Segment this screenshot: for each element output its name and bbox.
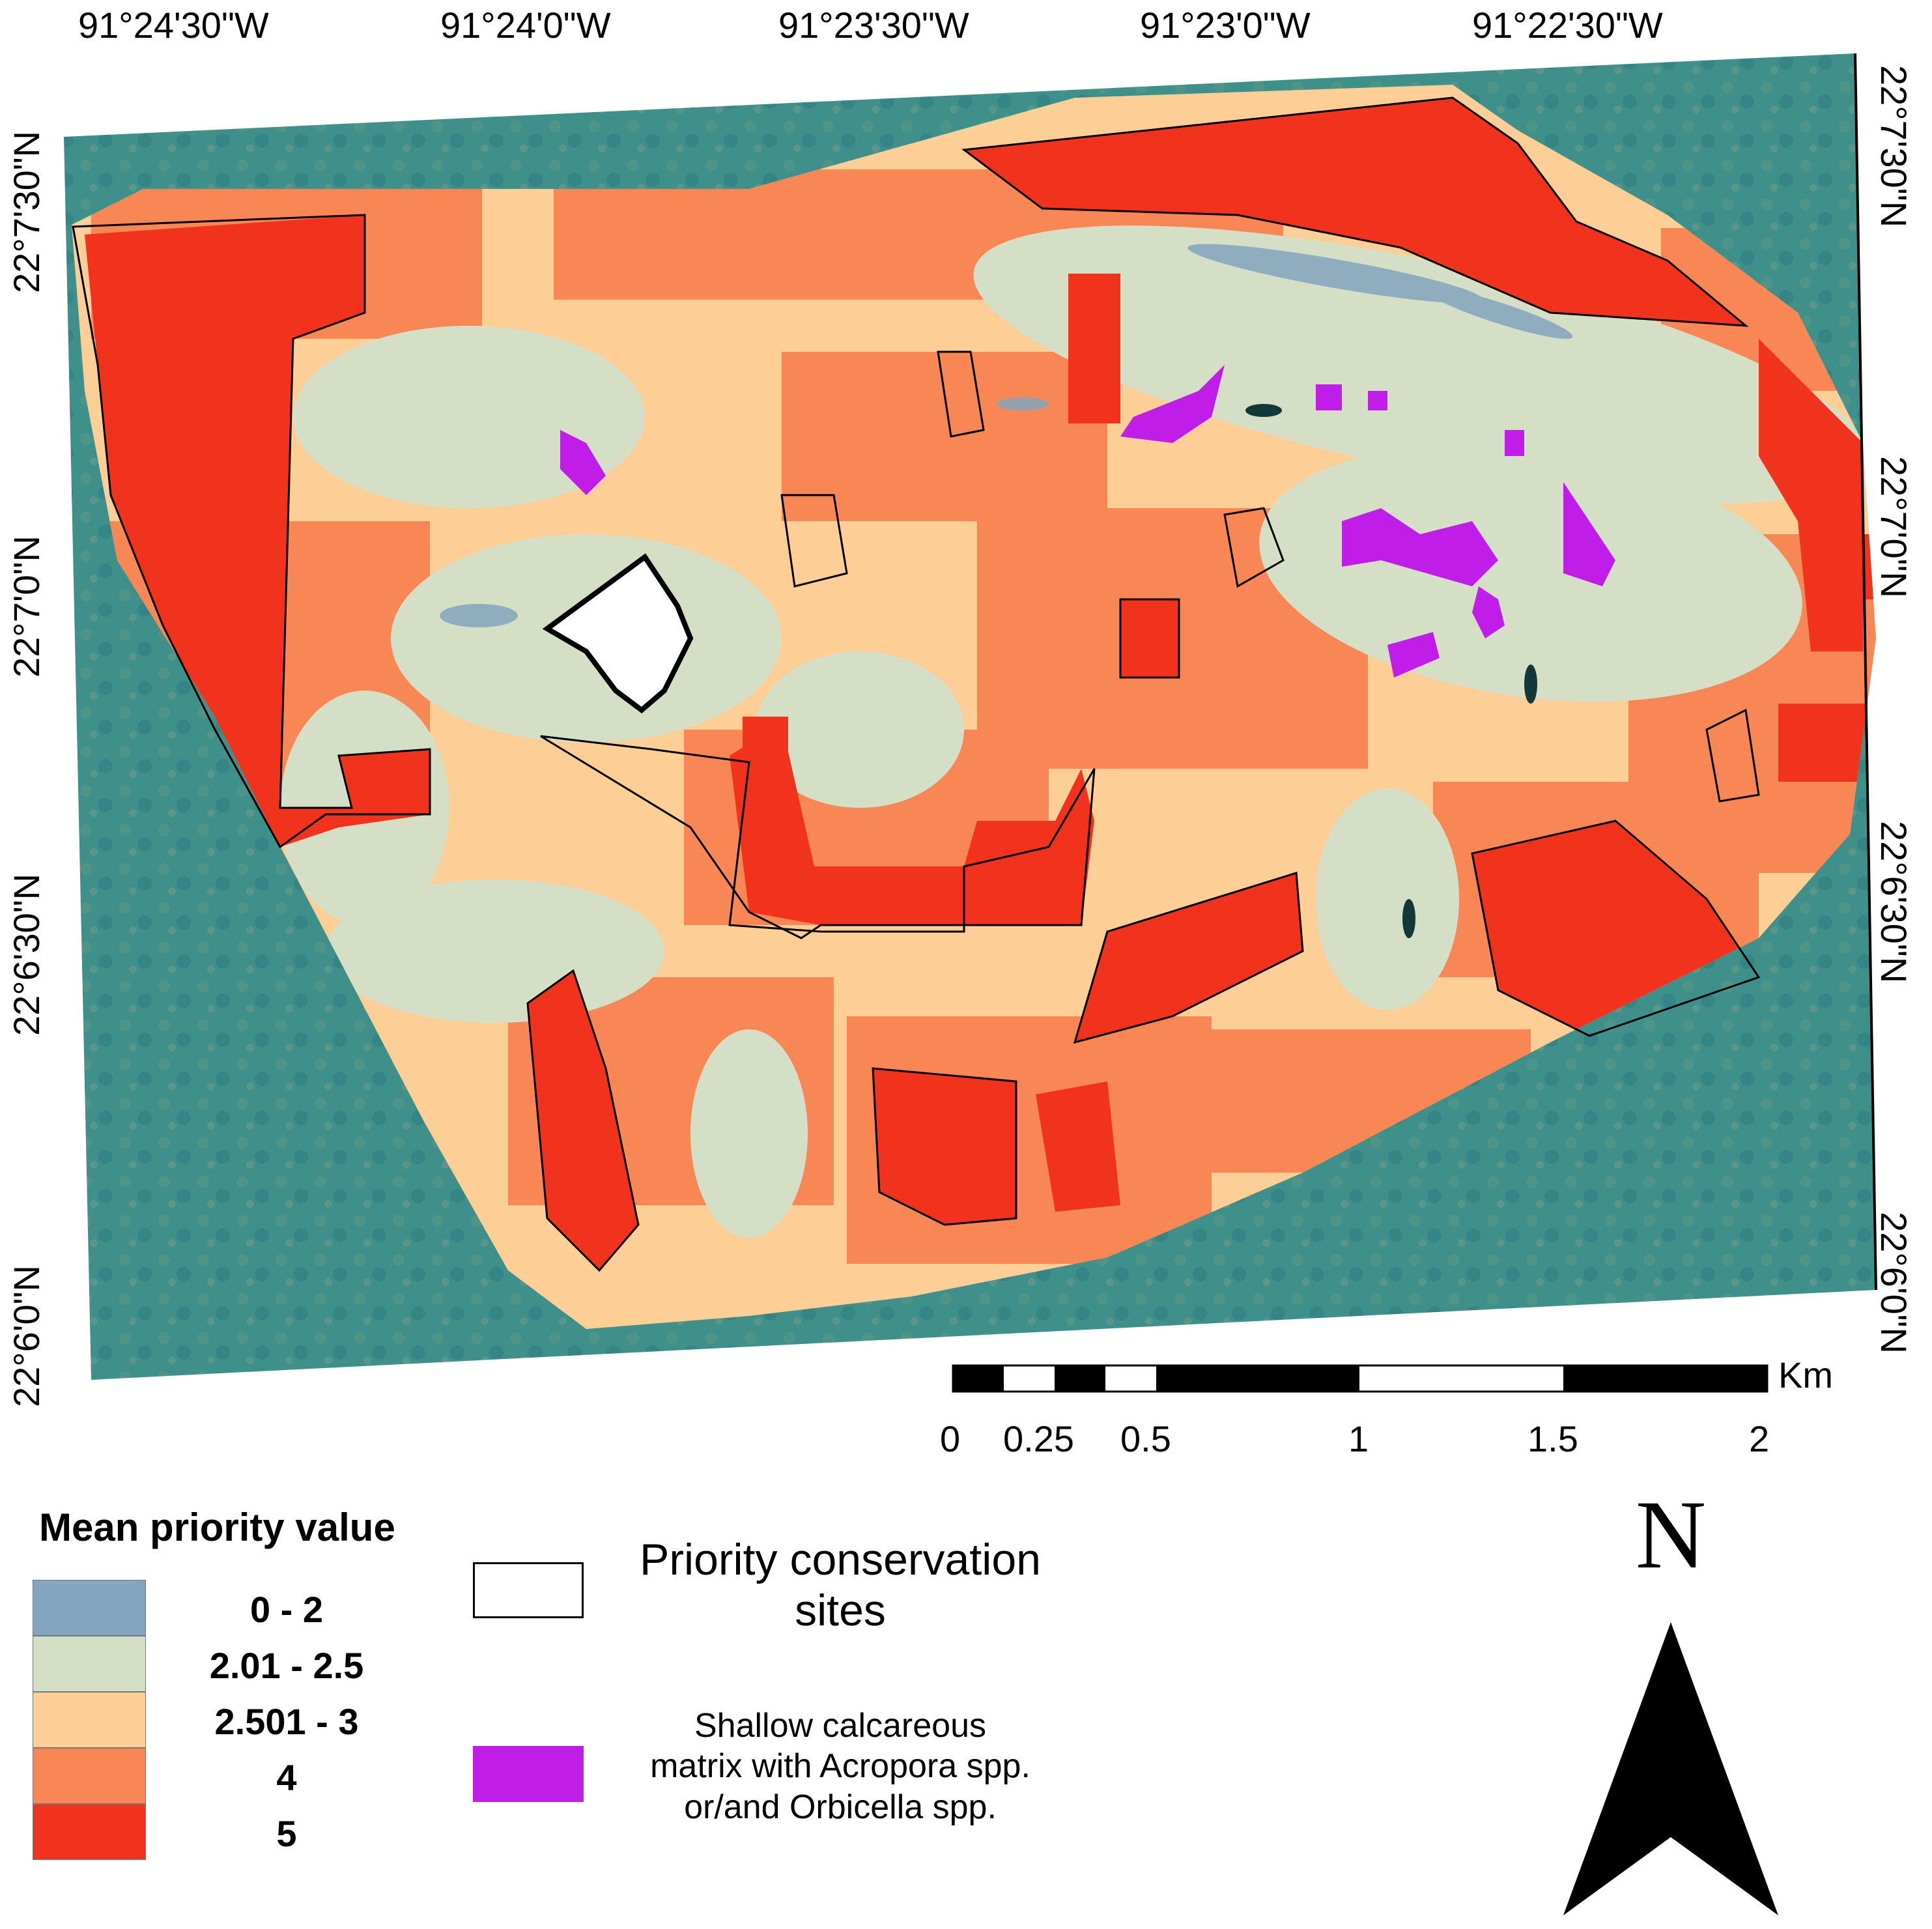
legend-swatch bbox=[33, 1748, 146, 1804]
lat-label-right: 22°7'0"N bbox=[1873, 456, 1914, 598]
lon-label: 91°23'0"W bbox=[1140, 5, 1311, 46]
dark-pool bbox=[1524, 664, 1537, 704]
scale-label: 0 bbox=[940, 1418, 960, 1459]
legend-class-label: 2.01 - 2.5 bbox=[209, 1645, 364, 1686]
north-arrow-icon bbox=[1563, 1622, 1778, 1915]
lon-label: 91°22'30"W bbox=[1472, 5, 1663, 46]
lat-label-right: 22°6'0"N bbox=[1873, 1212, 1914, 1354]
legend-class-label: 4 bbox=[276, 1757, 297, 1798]
acropora-label: Shallow calcareous matrix with Acropora … bbox=[650, 1707, 1030, 1826]
priority-site-outlines bbox=[72, 96, 1761, 1272]
lon-label: 91°23'30"W bbox=[778, 5, 969, 46]
lon-label: 91°24'0"W bbox=[440, 5, 611, 46]
lat-label-left: 22°6'0"N bbox=[6, 1265, 47, 1407]
scale-unit: Km bbox=[1778, 1354, 1833, 1395]
north-letter: N bbox=[1635, 1481, 1707, 1589]
scale-label: 0.5 bbox=[1120, 1418, 1171, 1459]
lat-label-left: 22°6'30"N bbox=[6, 874, 47, 1036]
dark-pool bbox=[1245, 404, 1282, 417]
scale-label: 2 bbox=[1749, 1418, 1769, 1459]
legend-class-label: 2.501 - 3 bbox=[214, 1701, 359, 1742]
lon-label: 91°24'30"W bbox=[78, 5, 269, 46]
legend-title: Mean priority value bbox=[39, 1506, 395, 1549]
legend-swatches bbox=[33, 1580, 147, 1860]
legend-class-label: 5 bbox=[276, 1813, 297, 1854]
legend-swatch bbox=[33, 1804, 146, 1860]
lat-label-left: 22°7'0"N bbox=[6, 536, 47, 678]
legend-swatch bbox=[33, 1636, 146, 1692]
acropora-swatch bbox=[473, 1746, 584, 1802]
scale-label: 1.5 bbox=[1527, 1418, 1578, 1459]
dark-pool bbox=[1402, 899, 1415, 938]
lat-label-right: 22°6'30"N bbox=[1873, 821, 1914, 983]
priority-sites-swatch bbox=[473, 1562, 584, 1618]
legend-class-label: 0 - 2 bbox=[249, 1589, 324, 1630]
priority-sites-label: Priority conservation sites bbox=[639, 1535, 1042, 1636]
lat-label-left: 22°7'30"N bbox=[6, 131, 47, 293]
frame-edge bbox=[1854, 53, 1877, 1291]
legend-swatch bbox=[33, 1580, 146, 1636]
island bbox=[542, 553, 694, 714]
legend-swatch bbox=[33, 1692, 146, 1748]
scale-label: 0.25 bbox=[1003, 1418, 1074, 1459]
scale-label: 1 bbox=[1348, 1418, 1369, 1459]
lat-label-right: 22°7'30"N bbox=[1873, 65, 1914, 227]
scale-bar: Km 0 0.25 0.5 1 1.5 2 bbox=[940, 1354, 1833, 1459]
